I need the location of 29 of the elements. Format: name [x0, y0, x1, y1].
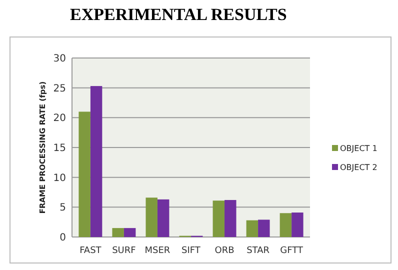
x-tick-label: FAST — [80, 246, 102, 256]
x-tick-label: SIFT — [182, 246, 201, 256]
y-tick-label: 15 — [53, 143, 66, 154]
bar — [258, 220, 270, 237]
bar — [246, 220, 258, 237]
bar — [90, 86, 102, 237]
bar — [224, 200, 236, 237]
bar — [157, 199, 170, 237]
x-tick-label: SURF — [112, 246, 136, 256]
y-tick-label: 5 — [60, 202, 66, 214]
y-tick-label: 0 — [60, 232, 66, 244]
bar — [280, 213, 292, 237]
bar — [292, 212, 304, 237]
bar — [146, 198, 158, 237]
y-tick-label: 30 — [53, 54, 66, 64]
x-tick-label: MSER — [144, 246, 170, 256]
y-tick-label: 10 — [53, 172, 66, 184]
x-tick-label: GFTT — [280, 246, 304, 256]
x-tick-label: STAR — [246, 246, 270, 256]
y-tick-label: 20 — [53, 113, 66, 124]
bar — [212, 200, 225, 237]
chart-title: EXPERIMENTAL RESULTS — [70, 5, 287, 24]
bar — [112, 228, 124, 237]
legend-label: OBJECT 1 — [340, 144, 378, 153]
x-tick-label: ORB — [214, 246, 234, 256]
bar — [124, 228, 136, 237]
legend-label: OBJECT 2 — [340, 163, 378, 172]
bar — [78, 112, 90, 237]
y-tick-label: 25 — [53, 83, 66, 94]
